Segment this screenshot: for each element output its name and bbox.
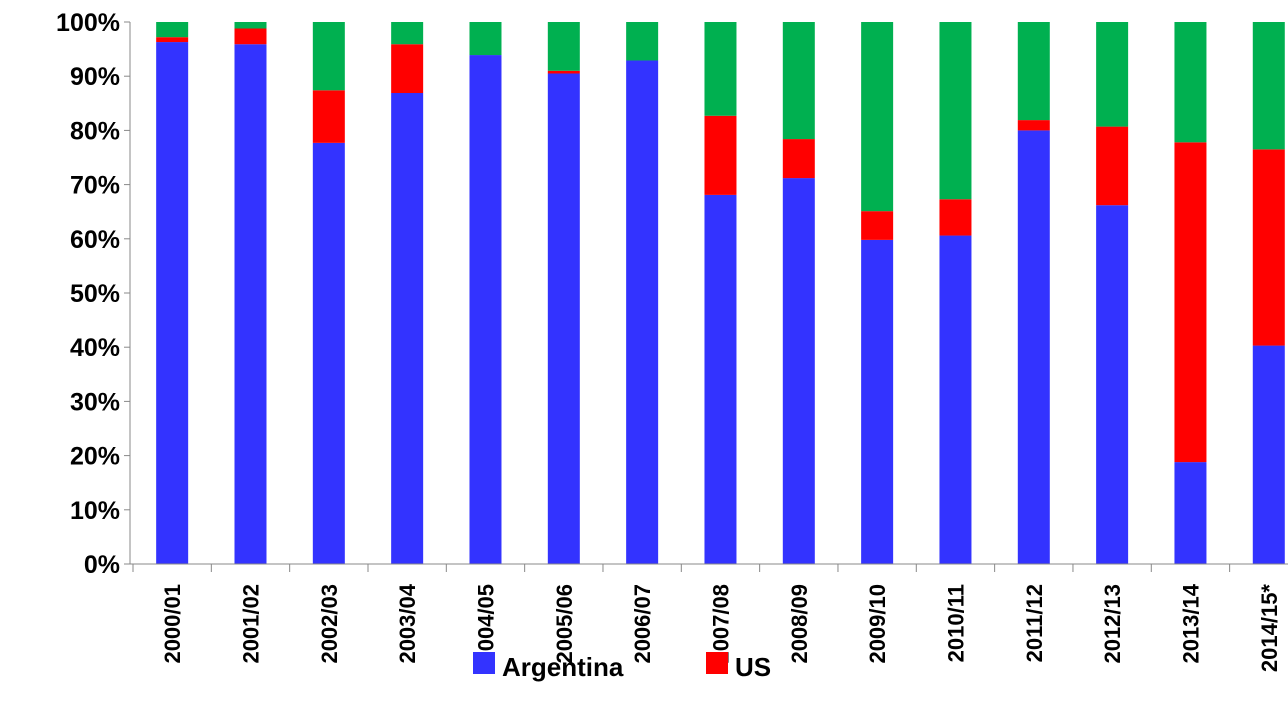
y-tick-label: 50%: [70, 280, 120, 308]
x-tick-label: 2003/04: [395, 583, 420, 663]
x-tick-label: 2005/06: [552, 584, 577, 664]
bar-segment-2-10: [861, 211, 894, 240]
bar-segment-1-14: [1174, 462, 1207, 564]
legend: Argentina US: [473, 652, 771, 682]
bar-segment-1-4: [391, 93, 424, 564]
x-tick-label: 2006/07: [630, 584, 655, 664]
bars: [156, 22, 1285, 565]
bar-segment-3-9: [782, 22, 815, 140]
x-tick-label: 2014/15*: [1257, 584, 1282, 673]
bar-segment-1-3: [312, 142, 345, 564]
x-tick-label: 2004/05: [473, 584, 498, 664]
bar-segment-3-7: [626, 22, 659, 61]
bar-segment-3-10: [861, 22, 894, 212]
y-tick-label: 0%: [84, 551, 120, 579]
bar-segment-2-8: [704, 115, 737, 195]
bar-segment-1-12: [1017, 130, 1050, 564]
x-tick-label: 2009/10: [865, 584, 890, 664]
bar-segment-2-11: [939, 199, 972, 236]
y-tick-label: 100%: [56, 9, 120, 37]
bar-segment-3-3: [312, 22, 345, 91]
y-tick-label: 90%: [70, 63, 120, 91]
bar-segment-3-4: [391, 22, 424, 45]
bar-segment-1-6: [547, 73, 580, 565]
bar-segment-2-6: [547, 70, 580, 74]
bar-segment-3-13: [1096, 22, 1129, 127]
legend-swatch-us: [706, 652, 728, 674]
y-tick-label: 80%: [70, 117, 120, 145]
y-tick-label: 40%: [70, 334, 120, 362]
bar-segment-3-5: [469, 22, 502, 56]
bar-segment-1-15: [1252, 345, 1285, 564]
bar-segment-1-7: [626, 60, 659, 565]
bar-segment-3-14: [1174, 22, 1207, 143]
x-tick-label: 2007/08: [708, 584, 733, 664]
y-axis: 0% 10% 20% 30% 40% 50% 60% 70% 80% 90% 100%: [56, 9, 131, 579]
x-tick-label: 2012/13: [1100, 584, 1125, 664]
bar-segment-2-2: [234, 28, 267, 45]
bar-segment-1-9: [782, 178, 815, 564]
bar-segment-3-15: [1252, 22, 1285, 150]
bar-segment-1-2: [234, 44, 267, 565]
x-tick-label: 2000/01: [160, 584, 185, 664]
bar-segment-2-15: [1252, 149, 1285, 346]
y-tick-label: 30%: [70, 388, 120, 416]
y-tick-label: 70%: [70, 172, 120, 200]
x-tick-label: 2010/11: [943, 584, 968, 662]
x-tick-label: 2011/12: [1022, 584, 1047, 662]
y-tick-label: 10%: [70, 497, 120, 525]
x-axis: 2000/01 2001/02 2002/03 2003/04 2004/05 2005/…: [130, 563, 1288, 673]
legend-label-us: US: [735, 652, 771, 682]
bar-segment-2-14: [1174, 142, 1207, 463]
y-tick-label: 60%: [70, 226, 120, 254]
legend-label-argentina: Argentina: [502, 652, 624, 682]
x-tick-label: 2013/14: [1178, 583, 1203, 663]
bar-segment-3-12: [1017, 22, 1050, 121]
bar-segment-2-9: [782, 139, 815, 179]
bar-segment-2-3: [312, 90, 345, 143]
bar-segment-3-8: [704, 22, 737, 116]
x-tick-label: 2002/03: [317, 584, 342, 664]
bar-segment-2-12: [1017, 120, 1050, 131]
x-tick-label: 2008/09: [787, 584, 812, 664]
bar-segment-1-5: [469, 55, 502, 564]
bar-segment-3-2: [234, 22, 267, 29]
bar-segment-1-10: [861, 239, 894, 564]
bar-segment-1-1: [156, 42, 189, 564]
bar-segment-2-13: [1096, 126, 1129, 206]
bar-segment-2-4: [391, 44, 424, 94]
x-tick-label: 2001/02: [238, 584, 263, 664]
bar-segment-1-13: [1096, 205, 1129, 565]
bar-segment-1-11: [939, 235, 972, 564]
bar-segment-3-1: [156, 22, 189, 38]
bar-segment-1-8: [704, 194, 737, 564]
legend-swatch-argentina: [473, 652, 495, 674]
y-tick-label: 20%: [70, 443, 120, 471]
bar-segment-2-1: [156, 37, 189, 43]
bar-segment-3-6: [547, 22, 580, 71]
bar-segment-3-11: [939, 22, 972, 200]
